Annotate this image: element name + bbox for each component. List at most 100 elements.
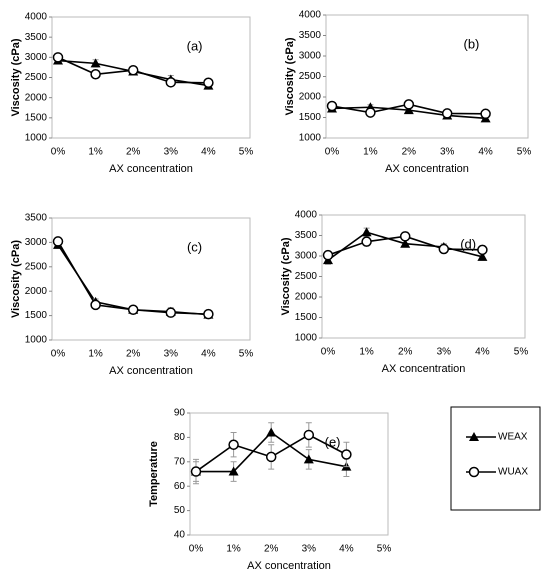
- x-axis-label: AX concentration: [247, 560, 331, 572]
- data-point: [90, 58, 101, 68]
- data-point: [228, 466, 239, 476]
- data-point: [303, 454, 314, 464]
- y-tick-label: 3500: [25, 32, 48, 43]
- y-axis-label: Viscosity (cPa): [280, 237, 292, 315]
- plot-frame: [325, 14, 529, 139]
- y-axis-label: Viscosity (cPa): [284, 37, 296, 115]
- x-tick-label: 4%: [478, 147, 493, 158]
- data-point: [165, 307, 177, 318]
- data-point: [127, 304, 139, 315]
- legend-marker: [468, 466, 480, 478]
- legend-label: WUAX: [498, 467, 528, 478]
- y-tick-label: 3000: [295, 251, 318, 262]
- x-tick-label: 1%: [226, 544, 241, 555]
- y-tick-label: 2000: [299, 92, 322, 103]
- y-tick-label: 2000: [25, 286, 48, 297]
- x-tick-label: 4%: [201, 147, 216, 158]
- x-axis-label: AX concentration: [109, 365, 193, 377]
- annotation: (c): [187, 239, 202, 254]
- y-tick-label: 2000: [295, 292, 318, 303]
- x-tick-label: 1%: [88, 349, 103, 360]
- data-point: [203, 77, 214, 88]
- x-axis-label: AX concentration: [109, 163, 193, 175]
- legend-frame: [450, 406, 541, 511]
- x-tick-label: 0%: [325, 147, 340, 158]
- annotation: (a): [187, 38, 203, 53]
- y-tick-label: 60: [174, 481, 186, 492]
- x-tick-label: 5%: [514, 347, 529, 358]
- x-tick-label: 2%: [398, 347, 413, 358]
- data-point: [265, 451, 277, 463]
- y-tick-label: 1500: [25, 310, 48, 321]
- x-tick-label: 2%: [126, 349, 141, 360]
- y-tick-label: 4000: [25, 12, 48, 23]
- y-tick-label: 3500: [299, 30, 322, 41]
- y-tick-label: 70: [174, 456, 186, 467]
- data-point: [228, 439, 239, 450]
- y-tick-label: 80: [174, 432, 186, 443]
- y-axis-label: Temperature: [148, 441, 160, 507]
- x-tick-label: 0%: [51, 349, 66, 360]
- y-tick-label: 40: [174, 530, 186, 541]
- data-point: [399, 231, 411, 242]
- data-point: [127, 64, 139, 76]
- y-axis-label: Viscosity (cPa): [10, 240, 22, 318]
- y-tick-label: 1000: [299, 133, 322, 144]
- y-tick-label: 4000: [299, 10, 322, 21]
- x-tick-label: 3%: [164, 147, 179, 158]
- y-tick-label: 3000: [25, 52, 48, 63]
- data-point: [480, 108, 491, 120]
- legend-marker: [469, 432, 479, 441]
- x-tick-label: 5%: [239, 349, 254, 360]
- y-tick-label: 1000: [25, 133, 48, 144]
- x-tick-label: 2%: [126, 147, 141, 158]
- data-point: [165, 77, 177, 88]
- y-tick-label: 1500: [295, 312, 318, 323]
- x-tick-label: 0%: [51, 147, 66, 158]
- data-point: [90, 299, 101, 311]
- data-point: [203, 308, 214, 320]
- data-point: [361, 227, 372, 237]
- x-tick-label: 3%: [437, 347, 452, 358]
- data-point: [341, 449, 352, 460]
- annotation: (d): [460, 236, 476, 251]
- y-axis-label: Viscosity (cPa): [10, 38, 22, 116]
- data-point: [303, 429, 315, 441]
- data-point: [477, 251, 488, 261]
- x-tick-label: 3%: [440, 147, 455, 158]
- data-point: [90, 69, 101, 80]
- x-tick-label: 5%: [377, 544, 392, 555]
- plot-frame: [51, 217, 251, 341]
- y-tick-label: 2500: [299, 71, 322, 82]
- x-axis-label: AX concentration: [385, 163, 469, 175]
- x-tick-label: 0%: [189, 544, 204, 555]
- x-tick-label: 5%: [239, 147, 254, 158]
- data-point: [322, 249, 334, 261]
- data-point: [361, 236, 372, 247]
- x-tick-label: 4%: [475, 347, 490, 358]
- x-tick-label: 0%: [321, 347, 336, 358]
- x-tick-label: 1%: [88, 147, 103, 158]
- legend-label: WEAX: [498, 432, 528, 443]
- x-tick-label: 1%: [359, 347, 374, 358]
- plot-frame: [189, 412, 389, 536]
- y-tick-label: 2500: [25, 261, 48, 272]
- data-point: [441, 108, 453, 119]
- y-tick-label: 2000: [25, 92, 48, 103]
- data-point: [365, 107, 376, 118]
- x-tick-label: 1%: [363, 147, 378, 158]
- data-point: [326, 100, 338, 112]
- plot-frame: [51, 16, 251, 139]
- y-tick-label: 1000: [295, 333, 318, 344]
- y-tick-label: 3500: [25, 213, 48, 224]
- data-point: [190, 466, 202, 477]
- x-tick-label: 4%: [201, 349, 216, 360]
- y-tick-label: 2500: [295, 271, 318, 282]
- y-tick-label: 3000: [299, 51, 322, 62]
- y-tick-label: 50: [174, 505, 186, 516]
- x-tick-label: 2%: [264, 544, 279, 555]
- y-tick-label: 4000: [295, 210, 318, 221]
- plot-frame: [321, 214, 526, 339]
- data-point: [477, 244, 488, 256]
